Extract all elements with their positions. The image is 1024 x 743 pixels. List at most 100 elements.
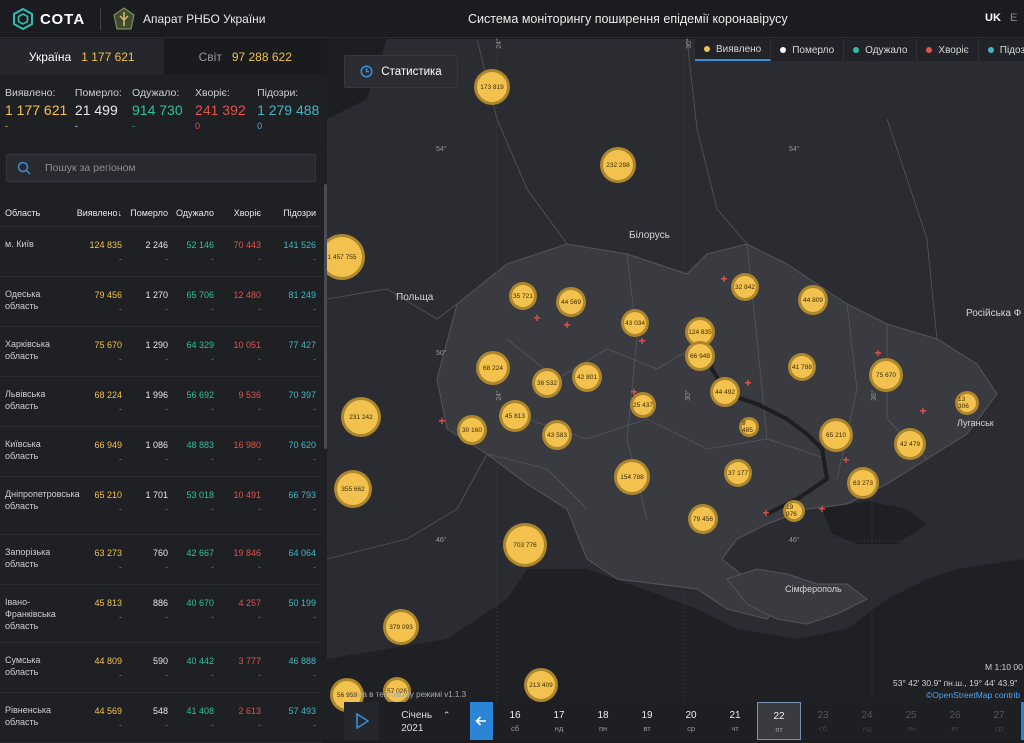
cluster-bubble[interactable]: 30 160 <box>457 415 487 445</box>
table-row[interactable]: Львівська область 68 224- 1 996- 56 692- 9 5… <box>0 377 322 427</box>
cluster-bubble[interactable]: 35 721 <box>509 282 537 310</box>
table-row[interactable]: Харківська область 75 670- 1 290- 64 329- 10… <box>0 327 322 377</box>
hospital-marker-icon[interactable]: + <box>818 502 826 516</box>
cluster-bubble[interactable]: 66 949 <box>685 341 715 371</box>
timeline-day[interactable]: 22 пт <box>757 702 802 740</box>
legend-item[interactable]: Виявлено <box>695 39 772 61</box>
table-row[interactable]: Одеська область 79 456- 1 270- 65 706- 12 48… <box>0 277 322 327</box>
cluster-bubble[interactable]: 42 479 <box>894 428 926 460</box>
col-sick[interactable]: Хворіє <box>233 207 261 218</box>
cell-sick: 12 480- <box>233 290 261 314</box>
cluster-bubble[interactable]: 232 298 <box>600 147 636 183</box>
timeline-day[interactable]: 25 пн <box>889 702 933 740</box>
hospital-marker-icon[interactable]: + <box>533 311 541 325</box>
summary-stat: Хворіє: 241 392 0 <box>195 87 256 181</box>
cluster-bubble[interactable]: 32 842 <box>731 273 759 301</box>
cluster-bubble[interactable]: 19 976 <box>783 500 805 522</box>
cluster-bubble[interactable]: 37 177 <box>724 459 752 487</box>
table-row[interactable]: Івано-Франківська область 45 813- 886- 40 6… <box>0 585 322 643</box>
hospital-marker-icon[interactable]: + <box>762 506 770 520</box>
timeline-day[interactable]: 17 нд <box>537 702 581 740</box>
search-box[interactable] <box>6 154 316 182</box>
cell-suspect: 46 888- <box>288 656 316 680</box>
tab-ukraine[interactable]: Україна 1 177 621 <box>0 39 164 75</box>
col-detected[interactable]: Виявлено↓ <box>70 208 122 218</box>
timeline-day[interactable]: 20 ср <box>669 702 713 740</box>
table-row[interactable]: Дніпропетровська область 65 210- 1 701- 53 … <box>0 477 322 535</box>
back-button[interactable] <box>469 702 494 740</box>
hospital-marker-icon[interactable]: + <box>720 272 728 286</box>
cluster-bubble[interactable]: 75 670 <box>869 358 903 392</box>
cluster-bubble[interactable]: 43 034 <box>621 309 649 337</box>
cluster-bubble[interactable]: 63 273 <box>847 467 879 499</box>
legend-item[interactable]: Одужало <box>844 39 918 61</box>
timeline-day[interactable]: 19 вт <box>625 702 669 740</box>
map-canvas[interactable]: 173 819 232 298 1 457 755 35 721 44 569 43 03… <box>327 39 1024 740</box>
col-region[interactable]: Область <box>5 207 41 218</box>
cluster-bubble[interactable]: 13 306 <box>955 391 979 415</box>
lang-uk[interactable]: UK <box>985 12 1001 24</box>
hospital-marker-icon[interactable]: + <box>438 414 446 428</box>
tab-world[interactable]: Світ 97 288 622 <box>163 39 327 75</box>
cluster-bubble[interactable]: 45 813 <box>499 400 531 432</box>
cluster-bubble[interactable]: 25 437 <box>630 392 656 418</box>
timeline-day[interactable]: 16 сб <box>493 702 537 740</box>
cluster-bubble[interactable]: 213 409 <box>524 668 558 702</box>
hospital-marker-icon[interactable]: + <box>842 453 850 467</box>
cluster-bubble[interactable]: 57 026 <box>383 677 411 705</box>
cluster-bubble[interactable]: 154 788 <box>614 459 650 495</box>
cluster-bubble[interactable]: 43 583 <box>542 420 572 450</box>
timeline-day[interactable]: 24 нд <box>845 702 889 740</box>
cota-logo[interactable]: СОТА <box>12 8 85 30</box>
table-row[interactable]: Київська область 66 949- 1 086- 48 883- 16 9… <box>0 427 322 477</box>
cluster-bubble[interactable]: 379 093 <box>383 609 419 645</box>
col-died[interactable]: Померло <box>130 207 168 218</box>
timeline-day[interactable]: 23 сб <box>801 702 845 740</box>
app-title: Система моніторингу поширення епідемії к… <box>468 12 788 26</box>
table-row[interactable]: Запорізька область 63 273- 760- 42 667- 19 8… <box>0 535 322 585</box>
lat-54a: 54° <box>436 146 447 153</box>
legend-item[interactable]: Хворіє <box>917 39 979 61</box>
statistics-button[interactable]: Статистика <box>344 55 458 88</box>
search-input[interactable] <box>45 162 295 174</box>
cell-recovered: 64 329- <box>186 340 214 364</box>
timeline-day[interactable]: 21 чт <box>713 702 757 740</box>
timeline-day[interactable]: 26 вт <box>933 702 977 740</box>
legend-item[interactable]: Підозр <box>979 39 1024 61</box>
hospital-marker-icon[interactable]: + <box>919 404 927 418</box>
table-row[interactable]: м. Київ 124 835- 2 246- 52 146- 70 443- 141 5… <box>0 227 322 277</box>
hospital-marker-icon[interactable]: + <box>874 346 882 360</box>
osm-attribution-link[interactable]: ©OpenStreetMap contrib <box>926 690 1021 700</box>
cluster-bubble[interactable]: 231 242 <box>341 397 381 437</box>
hospital-marker-icon[interactable]: + <box>630 385 638 399</box>
lang-en[interactable]: E <box>1010 12 1018 24</box>
timeline-day[interactable]: 27 ср <box>977 702 1021 740</box>
cluster-bubble[interactable]: 41 788 <box>788 353 816 381</box>
cluster-bubble[interactable]: 1 457 755 <box>327 234 365 280</box>
cluster-bubble[interactable]: 44 809 <box>798 285 828 315</box>
cluster-bubble[interactable]: 65 210 <box>819 418 853 452</box>
hospital-marker-icon[interactable]: + <box>563 318 571 332</box>
lat-46b: 46° <box>789 537 800 544</box>
cluster-bubble[interactable]: 703 776 <box>503 523 547 567</box>
cluster-bubble[interactable]: 79 456 <box>688 504 718 534</box>
cluster-bubble[interactable]: 44 492 <box>710 377 740 407</box>
hospital-marker-icon[interactable]: + <box>638 334 646 348</box>
legend-item[interactable]: Померло <box>771 39 845 61</box>
sidebar-scrollbar[interactable] <box>324 184 327 449</box>
cluster-bubble[interactable]: 9 485 <box>739 417 759 437</box>
month-selector[interactable]: Січень ⌃ 2021 <box>379 702 469 740</box>
table-row[interactable]: Рівненська область 44 569- 548- 41 408- 2 61… <box>0 693 322 743</box>
cluster-bubble[interactable]: 44 569 <box>556 287 586 317</box>
cluster-bubble[interactable]: 68 224 <box>476 351 510 385</box>
col-recovered[interactable]: Одужало <box>175 207 214 218</box>
play-button[interactable] <box>344 702 380 740</box>
table-row[interactable]: Сумська область 44 809- 590- 40 442- 3 777- 4… <box>0 643 322 693</box>
col-suspect[interactable]: Підозри <box>283 207 316 218</box>
cluster-bubble[interactable]: 42 801 <box>572 362 602 392</box>
cluster-bubble[interactable]: 36 532 <box>532 368 562 398</box>
hospital-marker-icon[interactable]: + <box>744 376 752 390</box>
timeline-day[interactable]: 18 пн <box>581 702 625 740</box>
cluster-bubble[interactable]: 355 662 <box>334 470 372 508</box>
cluster-bubble[interactable]: 173 819 <box>474 69 510 105</box>
